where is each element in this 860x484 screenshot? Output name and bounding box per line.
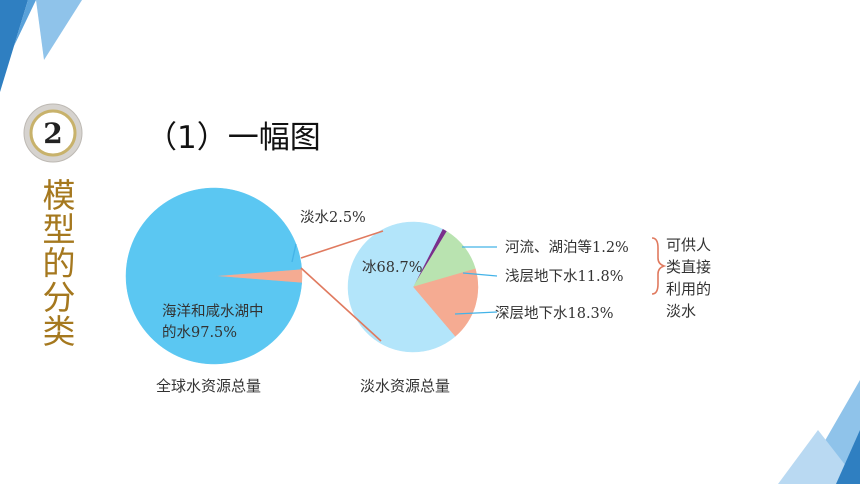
ocean-label-line1: 海洋和咸水湖中 [162,303,264,320]
side-note-line4: 淡水 [666,302,696,320]
connector-line-top [300,230,384,259]
ice-slice [347,221,456,353]
bracket [651,237,667,295]
top-left-light-triangle [36,0,82,60]
side-note-line1: 可供人 [666,236,711,254]
freshwater-pie [347,221,479,353]
fresh-leader-line [291,243,297,263]
badge-number: 2 [43,116,63,150]
bottom-right-pale-triangle [778,430,860,484]
deep-leader-line [454,311,498,315]
side-note-line3: 利用的 [666,280,711,298]
connector-line-bottom [300,267,382,342]
section-badge [23,103,83,163]
section-title: 模型的分类 [37,178,76,348]
side-note-line2: 类直接 [666,258,711,276]
deep-groundwater-slice [412,268,479,337]
rivers-label: 河流、湖泊等1.2% [505,238,629,256]
bottom-right-dark-triangle [836,430,860,484]
ocean-label-line2: 的水97.5% [162,324,237,341]
freshwater-pie-caption: 淡水资源总量 [360,377,450,395]
global-water-pie [125,187,303,365]
page-heading: （1）一幅图 [146,120,321,156]
ocean-slice [125,187,302,365]
shallow-label: 浅层地下水11.8% [505,268,624,285]
fresh-label: 淡水2.5% [300,209,366,226]
global-pie-caption: 全球水资源总量 [156,377,261,395]
top-left-mid-triangle [14,0,36,46]
deep-label: 深层地下水18.3% [495,305,614,322]
shallow-leader-line [462,272,498,277]
ice-label: 冰68.7% [362,259,423,276]
